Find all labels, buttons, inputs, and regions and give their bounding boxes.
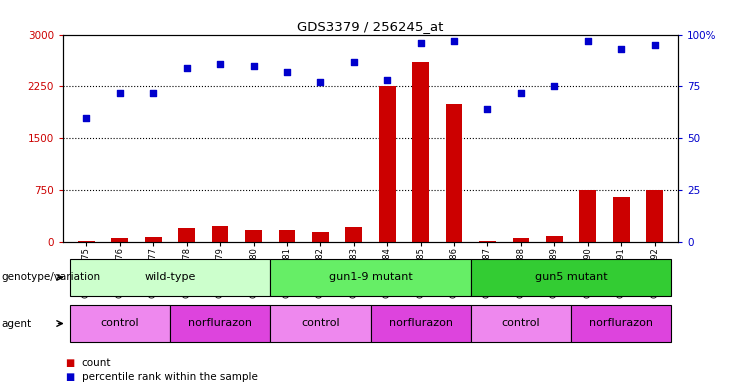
Text: norflurazon: norflurazon (589, 318, 654, 328)
Point (81, 114, 93, 121)
Bar (571, 305, 671, 342)
Point (314, 79, 326, 85)
Bar (370, 305, 471, 342)
Point (548, 83, 560, 89)
Bar (445, 104, 462, 242)
Bar (412, 62, 429, 242)
Point (247, 63, 259, 69)
Text: norflurazon: norflurazon (188, 318, 252, 328)
Point (648, 42, 660, 48)
Point (382, 77, 393, 83)
Bar (212, 226, 228, 242)
Bar (270, 259, 471, 296)
Text: control: control (502, 318, 540, 328)
Bar (179, 228, 195, 242)
Bar (78, 240, 95, 242)
Bar (646, 190, 663, 242)
Text: genotype/variation: genotype/variation (1, 272, 101, 283)
Point (415, 40, 427, 46)
Text: control: control (301, 318, 339, 328)
Bar (471, 259, 671, 296)
Point (482, 106, 494, 112)
Point (181, 65, 193, 71)
Point (348, 58, 359, 65)
Text: wild-type: wild-type (144, 271, 196, 281)
Bar (546, 237, 562, 242)
Point (114, 89, 126, 96)
Point (582, 38, 594, 44)
Bar (170, 305, 270, 342)
Bar (70, 259, 270, 296)
Bar (479, 240, 496, 242)
Bar (513, 238, 529, 242)
Point (515, 89, 527, 96)
Text: control: control (101, 318, 139, 328)
Bar (379, 86, 396, 242)
Point (448, 38, 460, 44)
Title: GDS3379 / 256245_at: GDS3379 / 256245_at (297, 20, 444, 33)
Bar (345, 227, 362, 242)
Text: gun5 mutant: gun5 mutant (535, 271, 608, 281)
Bar (579, 190, 596, 242)
Bar (471, 305, 571, 342)
Bar (145, 237, 162, 242)
Text: ■: ■ (65, 358, 74, 368)
Point (214, 61, 226, 67)
Bar (270, 305, 370, 342)
Point (615, 46, 627, 52)
Text: norflurazon: norflurazon (388, 318, 453, 328)
Bar (613, 197, 630, 242)
Bar (70, 305, 170, 342)
Bar (279, 230, 296, 242)
Text: gun1-9 mutant: gun1-9 mutant (328, 271, 413, 281)
Point (147, 89, 159, 96)
Text: count: count (82, 358, 111, 368)
Text: agent: agent (1, 318, 32, 329)
Text: percentile rank within the sample: percentile rank within the sample (82, 372, 257, 382)
Text: ■: ■ (65, 372, 74, 382)
Bar (312, 232, 329, 242)
Bar (245, 230, 262, 242)
Bar (111, 238, 128, 242)
Point (281, 69, 293, 75)
